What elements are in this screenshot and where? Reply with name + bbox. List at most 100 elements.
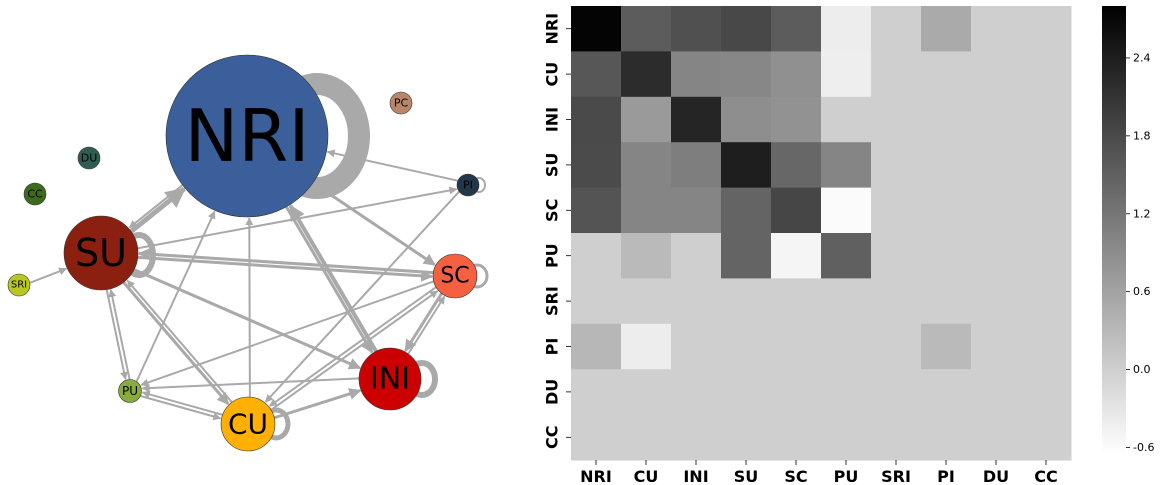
heatmap-cell-su-sc xyxy=(771,142,822,189)
heatmap-cell-nri-cu xyxy=(621,6,672,52)
heatmap-cell-sri-su xyxy=(721,278,772,325)
edge-sri-to-su xyxy=(29,267,68,284)
heatmap-cell-sc-sri xyxy=(871,187,922,234)
heatmap-cell-nri-du xyxy=(971,6,1022,52)
edge-cu-to-su xyxy=(126,279,233,403)
heatmap-cell-cu-su xyxy=(721,51,772,98)
edge-cu-to-ini xyxy=(273,388,362,420)
heatmap-cell-du-du xyxy=(971,369,1022,416)
heatmap-cell-pu-pi xyxy=(921,233,972,279)
heatmap-cell-pu-sri xyxy=(871,233,922,279)
heatmap-cell-sc-pi xyxy=(921,187,972,234)
edge-nri-to-sc xyxy=(312,181,436,267)
edge-su-to-pi xyxy=(137,186,458,250)
heatmap-cell-sc-sc xyxy=(771,187,822,234)
heatmap-col-labels: NRI CU INI SU SC PU SRI PI DU CC xyxy=(580,460,1058,485)
node-sc: SC xyxy=(432,253,478,299)
node-su: SU xyxy=(63,215,139,291)
heatmap-cell-ini-sri xyxy=(871,96,922,143)
heatmap-cell-sri-cu xyxy=(621,278,672,325)
heatmap-cell-cu-pu xyxy=(821,51,872,98)
heatmap-cell-su-cu xyxy=(621,142,672,189)
heatmap-row-label: INI xyxy=(543,107,562,132)
node-label-cu: CU xyxy=(228,408,268,441)
heatmap-row-label: DU xyxy=(543,379,562,405)
edge-pu-to-su xyxy=(108,288,131,380)
edge-pu-to-nri xyxy=(135,210,216,382)
edge-ini-to-nri xyxy=(288,204,378,353)
heatmap-cell-du-pi xyxy=(921,369,972,416)
node-label-du: DU xyxy=(81,152,98,165)
heatmap-row-label: PI xyxy=(543,338,562,356)
heatmap-cell-cu-cc xyxy=(1021,51,1072,98)
heatmap-cell-su-ini xyxy=(671,142,722,189)
heatmap-cell-cc-cu xyxy=(621,414,672,461)
heatmap-col-label: CC xyxy=(1034,467,1057,485)
heatmap-cell-cc-su xyxy=(721,414,772,461)
heatmap-cell-cc-sc xyxy=(771,414,822,461)
nodes-layer: NRI SU CU INI SC PU SRI PI DU CC PC xyxy=(7,54,480,452)
edges-layer xyxy=(29,149,460,421)
node-pi: PI xyxy=(456,173,480,197)
node-circle-cu xyxy=(220,396,276,452)
heatmap-cell-du-pu xyxy=(821,369,872,416)
heatmap-cell-du-ini xyxy=(671,369,722,416)
heatmap-cell-pi-ini xyxy=(671,323,722,370)
heatmap-cell-pi-cc xyxy=(1021,323,1072,370)
node-cc: CC xyxy=(23,182,47,206)
heatmap-cell-sc-pu xyxy=(821,187,872,234)
heatmap-cell-sri-cc xyxy=(1021,278,1072,325)
heatmap-cell-sri-sc xyxy=(771,278,822,325)
edge-ini-to-sc xyxy=(407,295,446,355)
heatmap-col-label: SC xyxy=(784,467,807,485)
node-circle-nri xyxy=(165,54,329,218)
heatmap-cell-pi-pi xyxy=(921,323,972,370)
heatmap-cell-nri-pi xyxy=(921,6,972,52)
heatmap-cell-nri-sc xyxy=(771,6,822,52)
heatmap-cell-cu-sri xyxy=(871,51,922,98)
node-pc: PC xyxy=(389,91,413,115)
edge-su-to-cu xyxy=(122,281,230,406)
edge-sc-to-pu xyxy=(140,280,434,387)
heatmap-cell-pi-sc xyxy=(771,323,822,370)
heatmap-cell-su-du xyxy=(971,142,1022,189)
heatmap-cell-pi-sri xyxy=(871,323,922,370)
heatmap-row-label: CC xyxy=(543,426,562,449)
heatmap-cell-nri-su xyxy=(721,6,772,52)
heatmap-cell-pu-su xyxy=(721,233,772,279)
heatmap-row-label: NRI xyxy=(543,13,562,45)
heatmap-cell-su-su xyxy=(721,142,772,189)
heatmap-cell-nri-cc xyxy=(1021,6,1072,52)
heatmap-row-labels: NRI CU INI SU SC PU SRI PI DU CC xyxy=(543,13,571,449)
heatmap-cell-cu-cu xyxy=(621,51,672,98)
colorbar-tick-label: 1.2 xyxy=(1133,207,1151,220)
heatmap-cell-pi-du xyxy=(971,323,1022,370)
heatmap-cell-cc-pi xyxy=(921,414,972,461)
node-label-sri: SRI xyxy=(11,280,27,291)
heatmap-row-label: SC xyxy=(543,199,562,222)
colorbar-tick-label: 0.0 xyxy=(1133,363,1151,376)
colorbar: -0.6 0.0 0.6 1.2 1.8 2.4 xyxy=(1102,6,1154,454)
edge-su-to-sc xyxy=(137,255,434,282)
heatmap-cell-ini-su xyxy=(721,96,772,143)
heatmap-cell-cc-ini xyxy=(671,414,722,461)
heatmap-col-label: CU xyxy=(634,467,659,485)
colorbar-tick-label: -0.6 xyxy=(1133,441,1154,454)
heatmap-cell-cu-ini xyxy=(671,51,722,98)
heatmap-cell-pu-sc xyxy=(771,233,822,279)
node-label-pi: PI xyxy=(463,179,473,192)
heatmap-cell-ini-pi xyxy=(921,96,972,143)
heatmap-cell-sri-nri xyxy=(571,278,622,325)
edge-su-to-ini xyxy=(133,268,361,370)
heatmap-row-label: PU xyxy=(543,243,562,268)
node-sri: SRI xyxy=(7,273,31,297)
heatmap-col-label: SRI xyxy=(881,467,911,485)
heatmap-cell-pu-cc xyxy=(1021,233,1072,279)
heatmap-cell-su-nri xyxy=(571,142,622,189)
node-circle-pu xyxy=(118,379,142,403)
colorbar-tick-label: 2.4 xyxy=(1133,51,1151,64)
colorbar-tick-label: 1.8 xyxy=(1133,129,1151,142)
edge-su-to-nri xyxy=(129,186,186,234)
edge-nri-to-su xyxy=(128,184,184,229)
